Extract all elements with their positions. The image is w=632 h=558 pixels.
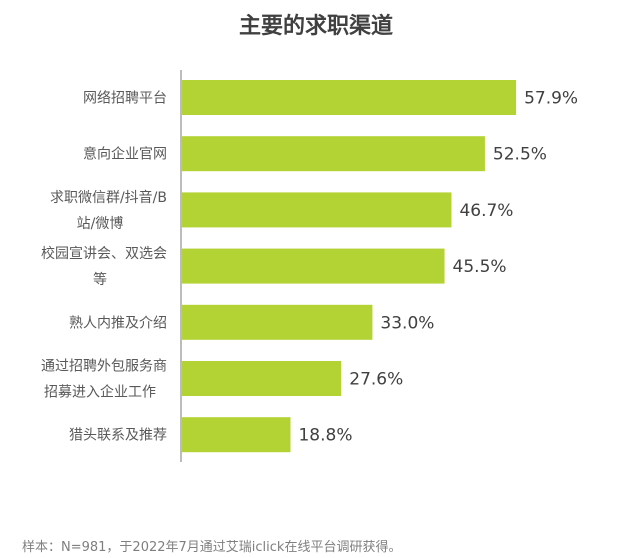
value-label: 45.5%	[453, 257, 507, 277]
value-label: 52.5%	[493, 145, 547, 165]
category-label: 站/微博	[77, 215, 124, 232]
value-label: 46.7%	[459, 201, 513, 221]
category-label: 猎头联系及推荐	[69, 428, 167, 444]
category-label: 等	[93, 271, 107, 288]
value-label: 57.9%	[524, 89, 578, 109]
category-label: 校园宣讲会、双选会	[41, 245, 167, 262]
category-label: 求职微信群/抖音/B	[50, 189, 167, 206]
category-label: 通过招聘外包服务商	[41, 359, 167, 375]
bar	[182, 304, 373, 340]
category-label: 熟人内推及介绍	[69, 315, 167, 331]
bar	[182, 80, 517, 115]
category-label: 意向企业官网	[83, 146, 167, 163]
value-label: 33.0%	[380, 313, 434, 333]
bar	[182, 361, 342, 396]
bar	[182, 192, 452, 228]
chart-title: 主要的求职渠道	[238, 14, 393, 39]
bar	[182, 417, 291, 453]
value-label: 18.8%	[298, 426, 352, 446]
bar	[182, 136, 485, 172]
category-label: 招募进入企业工作	[44, 384, 156, 401]
value-label: 27.6%	[349, 370, 403, 390]
bar	[182, 248, 445, 284]
category-label: 网络招聘平台	[83, 91, 167, 107]
footnote: 样本：N=981，于2022年7月通过艾瑞iclick在线平台调研获得。	[22, 540, 402, 555]
